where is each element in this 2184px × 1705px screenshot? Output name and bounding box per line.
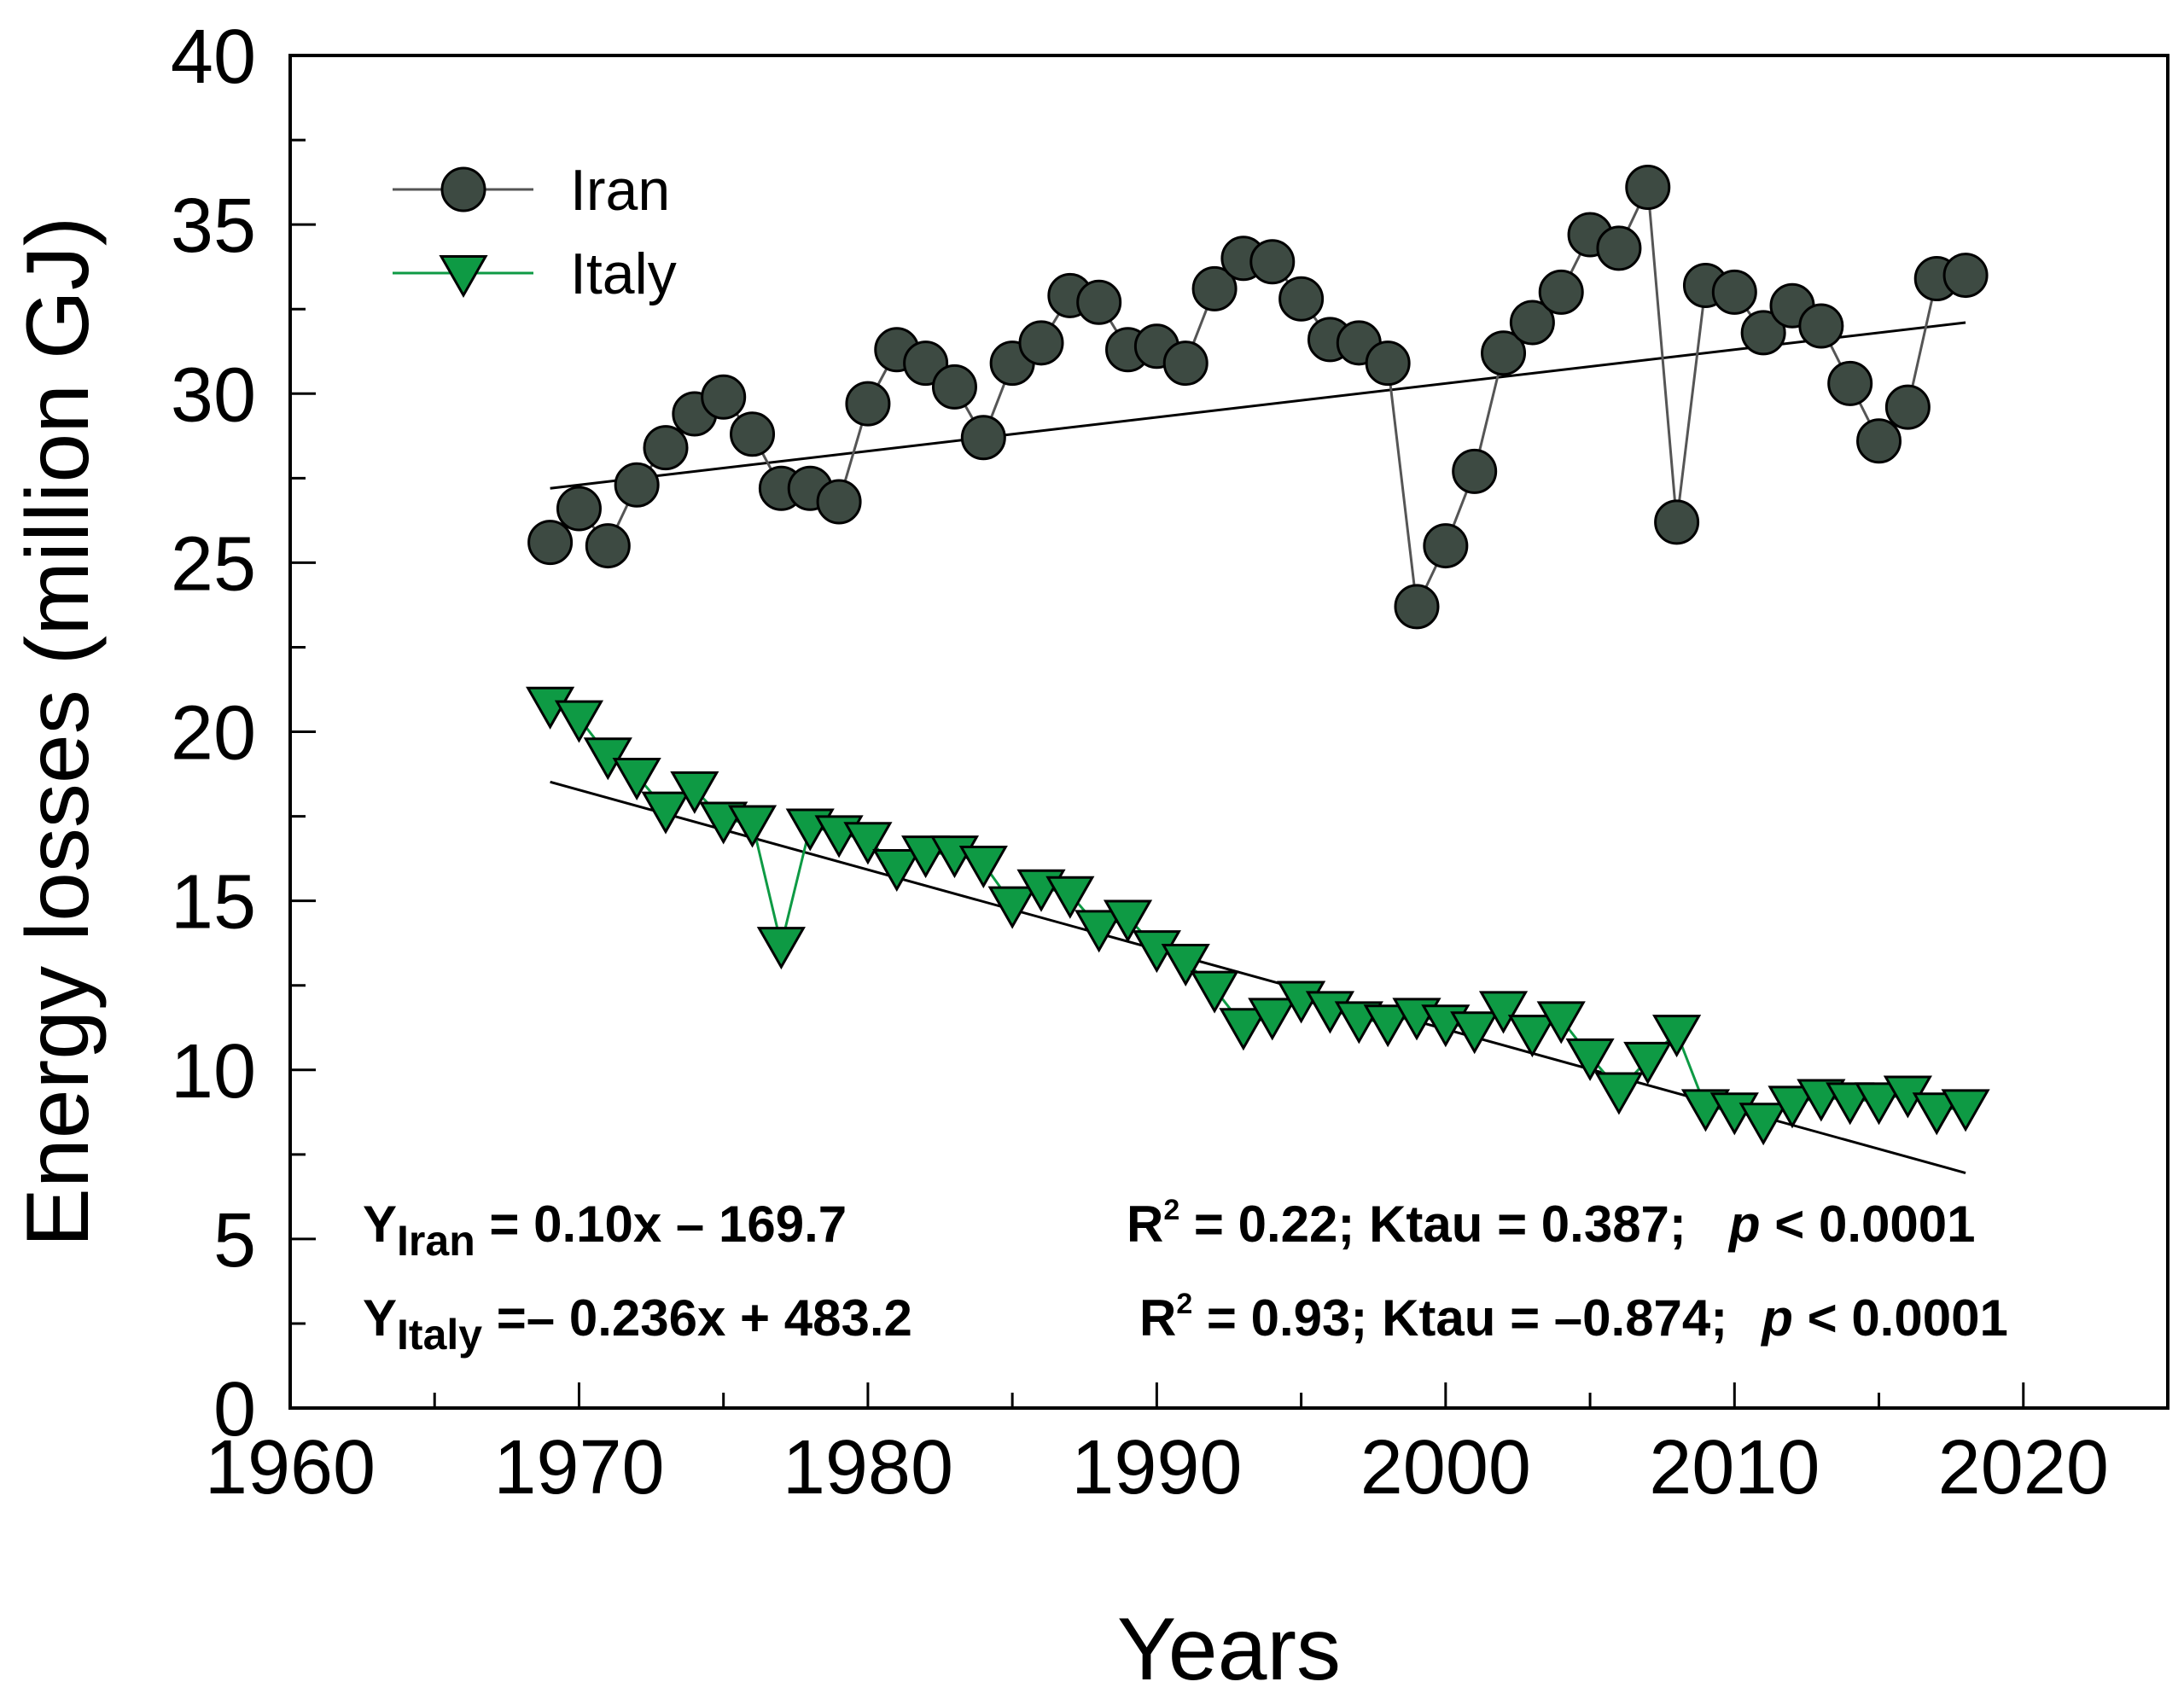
data-point-italy: [1738, 1103, 1788, 1146]
data-point-italy: [727, 805, 778, 848]
data-point-italy: [1363, 1004, 1412, 1048]
data-point-italy: [1565, 1038, 1615, 1081]
data-point-iran: [1509, 300, 1555, 346]
y-tick-label: 30: [171, 352, 256, 438]
data-point-iran: [1018, 320, 1064, 366]
y-tick-label: 35: [171, 183, 256, 269]
y-tick-label: 0: [213, 1367, 256, 1452]
data-point-italy: [843, 822, 893, 865]
x-tick-label: 2010: [1649, 1425, 1820, 1510]
x-axis-title: Years: [1117, 1600, 1341, 1699]
x-tick-label: 2020: [1938, 1425, 2109, 1510]
data-point-iran: [614, 462, 660, 508]
series-line-italy: [549, 703, 1966, 1122]
y-tick-label: 10: [171, 1029, 256, 1114]
data-point-iran: [1249, 239, 1296, 285]
ticks: 1960 1970 1980 1990 2000 2010 2020 0 5 10 15 20 25 30…: [171, 15, 2109, 1510]
iran-equation: YIran = 0.10x – 169.7: [363, 1196, 847, 1265]
data-point-iran: [585, 523, 631, 569]
y-tick-label: 20: [171, 691, 256, 777]
legend-label-iran: Iran: [570, 158, 670, 223]
data-point-iran: [960, 415, 1006, 461]
data-point-italy: [1045, 876, 1095, 919]
data-point-italy: [1912, 1092, 1961, 1136]
legend: Iran Italy: [393, 158, 677, 306]
data-point-italy: [958, 846, 1008, 889]
data-point-italy: [872, 849, 922, 893]
data-point-italy: [1652, 1015, 1702, 1058]
legend-label-italy: Italy: [570, 241, 677, 306]
italy-equation: YItaly =– 0.236x + 483.2: [363, 1289, 912, 1359]
data-point-italy: [1103, 899, 1153, 943]
data-point-iran: [1827, 360, 1873, 406]
italy-statistics: R2 = 0.93; Ktau = –0.874; p < 0.0001: [1139, 1288, 2008, 1347]
data-point-iran: [845, 381, 891, 427]
data-point-iran: [1884, 384, 1931, 430]
data-point-iran: [1856, 418, 1902, 464]
x-tick-label: 1980: [783, 1425, 953, 1510]
data-point-italy: [1854, 1082, 1904, 1126]
data-point-iran: [1654, 499, 1700, 545]
iran-statistics: R2 = 0.22; Ktau = 0.387; p < 0.0001: [1127, 1194, 1975, 1253]
data-point-italy: [1594, 1072, 1644, 1115]
data-point-iran: [1538, 269, 1584, 315]
data-point-italy: [612, 758, 661, 801]
data-point-italy: [1623, 1041, 1673, 1085]
data-point-italy: [1075, 910, 1124, 953]
data-point-iran: [1162, 340, 1208, 387]
data-point-iran: [1394, 584, 1440, 630]
data-point-iran: [1191, 265, 1238, 311]
data-point-iran: [931, 364, 977, 410]
data-point-iran: [527, 520, 574, 566]
x-tick-label: 1970: [493, 1425, 664, 1510]
trend-line-iran: [550, 321, 1966, 490]
data-point-iran: [1625, 165, 1671, 211]
data-point-iran: [556, 486, 602, 532]
y-axis-title: Energy losses (million GJ): [9, 217, 108, 1248]
data-point-italy: [670, 771, 719, 814]
data-point-iran: [1481, 330, 1527, 376]
y-tick-label: 5: [213, 1198, 256, 1283]
data-point-italy: [1507, 1015, 1557, 1058]
data-point-iran: [1942, 253, 1989, 299]
data-point-italy: [756, 927, 806, 970]
legend-marker-italy: [439, 255, 488, 299]
x-tick-label: 2000: [1360, 1425, 1531, 1510]
data-point-iran: [1452, 448, 1498, 494]
data-point-italy: [1450, 1011, 1500, 1055]
data-point-italy: [1161, 943, 1210, 986]
data-point-iran: [701, 374, 747, 420]
y-tick-label: 25: [171, 521, 256, 607]
data-point-iran: [1596, 225, 1642, 271]
data-point-iran: [1365, 340, 1411, 387]
data-point-iran: [816, 479, 862, 525]
x-tick-label: 1960: [205, 1425, 376, 1510]
data-point-italy: [1941, 1089, 1990, 1132]
data-point-italy: [554, 700, 604, 743]
data-point-iran: [1711, 269, 1757, 315]
data-point-iran: [730, 411, 776, 457]
data-point-iran: [1423, 523, 1469, 569]
legend-marker-iran: [440, 166, 486, 212]
data-point-italy: [987, 886, 1037, 929]
data-point-italy: [1768, 1085, 1817, 1129]
data-point-italy: [1219, 1008, 1268, 1051]
data-point-iran: [1076, 279, 1122, 325]
data-point-italy: [1190, 970, 1239, 1014]
data-point-italy: [641, 791, 690, 835]
data-point-iran: [1740, 310, 1786, 356]
y-tick-label: 15: [171, 860, 256, 946]
regression-annotations: YIran = 0.10x – 169.7 R2 = 0.22; Ktau = …: [363, 1194, 2008, 1359]
data-point-iran: [1278, 276, 1325, 322]
data-point-italy: [1536, 1001, 1586, 1045]
data-point-italy: [1478, 991, 1529, 1034]
data-point-iran: [643, 425, 689, 471]
x-tick-label: 1990: [1071, 1425, 1242, 1510]
data-point-iran: [1798, 303, 1844, 349]
y-tick-label: 40: [171, 15, 256, 100]
series: [526, 165, 1990, 1146]
data-point-italy: [1248, 998, 1297, 1041]
